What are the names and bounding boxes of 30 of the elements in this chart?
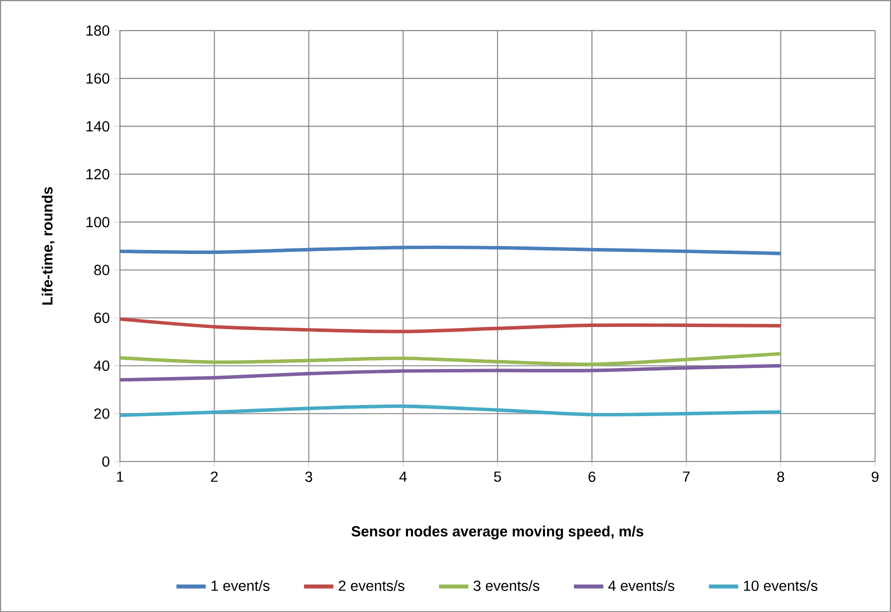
x-tick-label: 1 [116,472,124,482]
x-tick-label: 8 [777,472,784,482]
line-series [120,364,782,382]
y-tick-label: 20 [94,408,110,419]
x-axis-title: Sensor nodes average moving speed, m/s [352,526,644,540]
x-tick-label: 3 [305,472,312,482]
x-tick-label: 5 [494,472,501,482]
y-tick-label: 80 [94,264,110,276]
legend-label: 2 events/s [338,580,404,591]
y-tick-label: 140 [86,121,110,132]
y-tick-label: 60 [94,312,110,323]
line-series [120,317,782,334]
legend-label: 4 events/s [608,580,674,591]
x-tick-label: 9 [872,472,878,482]
x-tick-label: 7 [682,472,690,482]
y-axis-title: Life-time, rounds [42,187,55,305]
legend-label: 10 events/s [744,580,818,591]
x-tick-label: 4 [399,472,407,482]
x-tick-label: 2 [210,472,218,482]
line-series [120,352,782,366]
y-tick-label: 120 [86,168,110,180]
y-tick-label: 0 [102,456,110,467]
line-series [120,404,782,417]
y-tick-label: 100 [86,216,110,228]
legend-label: 1 event/s [212,580,270,591]
y-tick-label: 40 [94,360,110,371]
y-tick-label: 180 [86,25,110,36]
x-tick-label: 6 [588,472,596,482]
legend-label: 3 events/s [474,580,540,591]
y-tick-label: 160 [86,73,110,84]
